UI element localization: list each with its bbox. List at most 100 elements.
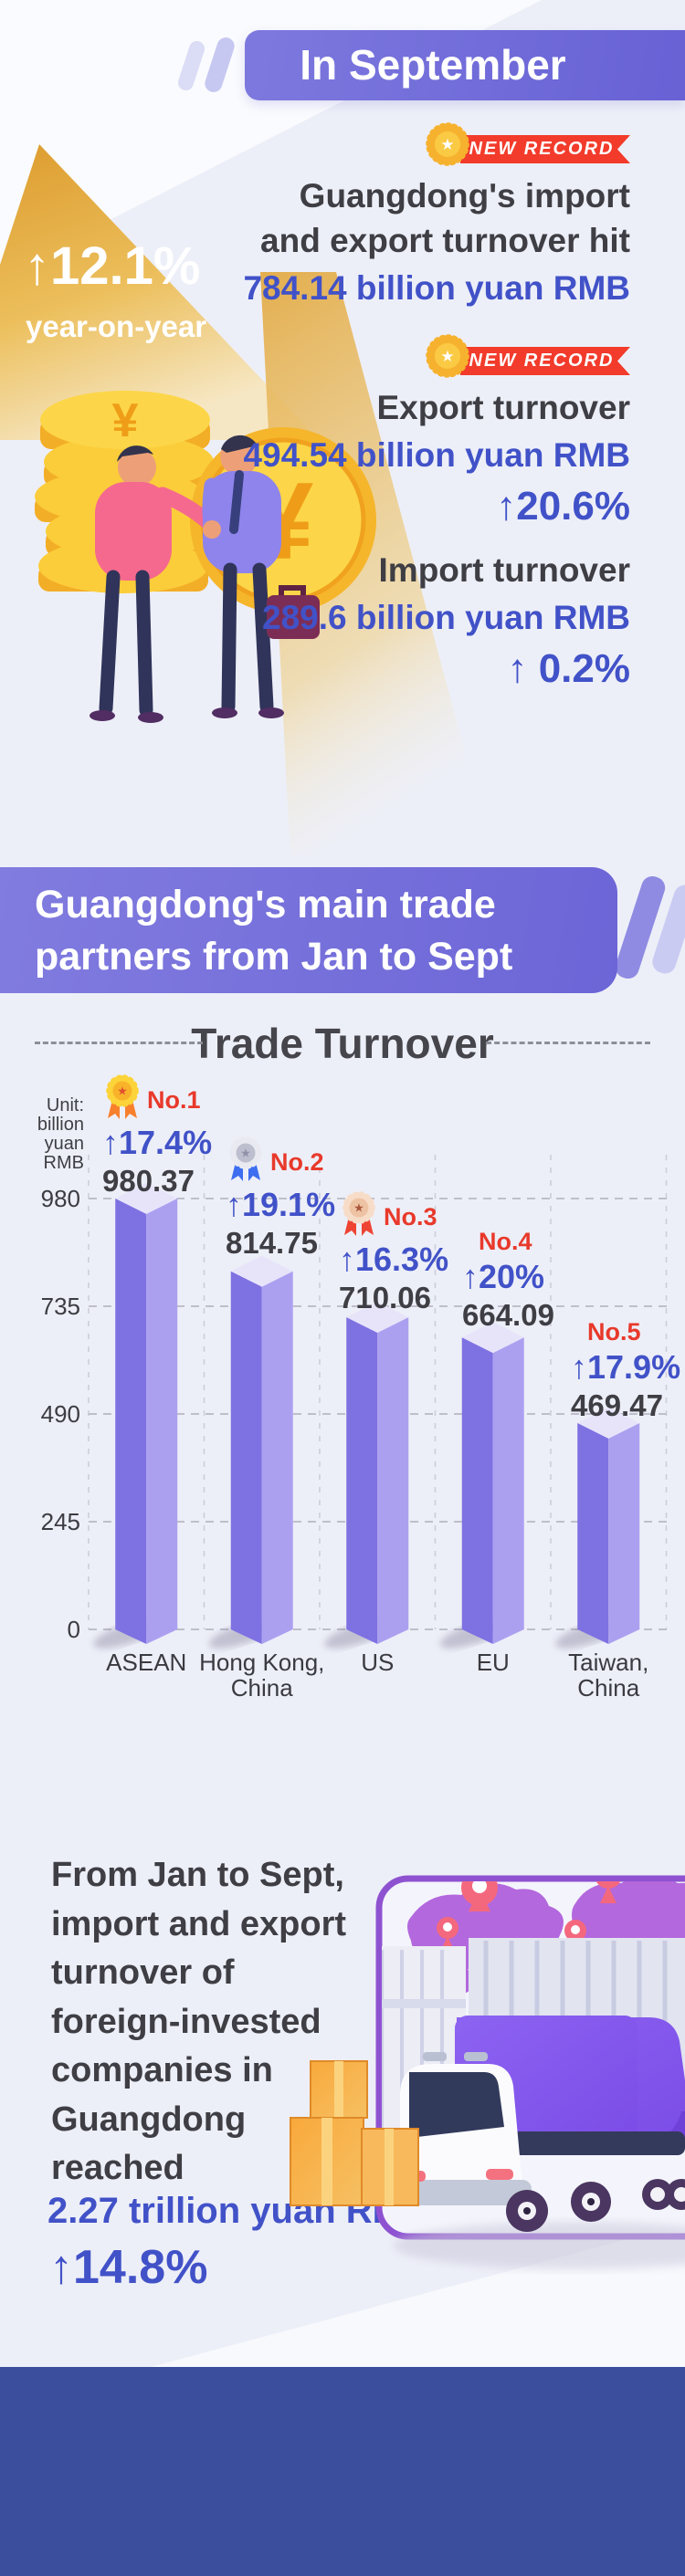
truck-shadow — [393, 2222, 685, 2269]
chart-title: Trade Turnover — [191, 1020, 494, 1067]
bar-annotation: No.4 ↑20% 664.09 — [462, 1228, 581, 1333]
record-percent: ↑ 0.2% — [507, 646, 630, 691]
record-import: Import turnover 289.6 billion yuan RMB ↑… — [262, 548, 630, 693]
gold-medal-icon: ★ — [106, 1074, 139, 1119]
gold-medal-icon: ★ — [422, 330, 473, 386]
record-export: Export turnover 494.54 billion yuan RMB … — [243, 385, 630, 530]
bar-top-face — [230, 1255, 293, 1287]
bar-top-face — [115, 1182, 178, 1214]
growth-percent: ↑20% — [462, 1258, 545, 1295]
y-tick-label: 0 — [68, 1616, 80, 1643]
hero-growth-label: year-on-year — [26, 309, 207, 343]
rank-row: No.4 — [462, 1228, 581, 1256]
record-value: 784.14 billion yuan RMB — [243, 269, 630, 307]
summary-percent: ↑14.8% — [49, 2241, 208, 2294]
badge-medal-icon: ★ — [426, 334, 469, 378]
footer: Guangdong Today Authors: Nan Editor: Oli… — [0, 2367, 685, 2576]
hero-growth-percent: ↑12.1% — [24, 236, 201, 296]
summary-text: From Jan to Sept, import and export turnov… — [51, 1851, 346, 2194]
bar-right-face — [146, 1198, 178, 1644]
rank-label: No.2 — [270, 1148, 324, 1176]
rank-label: No.1 — [147, 1086, 201, 1114]
section-title: Guangdong's main trade partners from Jan… — [0, 867, 617, 993]
bar-top-face — [461, 1322, 524, 1354]
bar-top-face — [346, 1302, 409, 1334]
cargo-boxes-icon — [290, 2060, 419, 2206]
logistics-truck-illustration — [290, 1875, 685, 2269]
svg-text:★: ★ — [353, 1201, 364, 1215]
bar-value: 814.75 — [226, 1225, 318, 1260]
bar-value: 469.47 — [571, 1387, 663, 1422]
record-text-line: and export turnover hit — [260, 222, 630, 259]
summary-text-line: From Jan to Sept, — [51, 1856, 344, 1894]
page-title: In September — [245, 30, 685, 100]
growth-percent: ↑16.3% — [339, 1241, 449, 1278]
rank-row: ★ No.1 — [102, 1071, 221, 1122]
title-dash-left — [35, 1042, 203, 1044]
unit-line: yuan — [44, 1134, 84, 1154]
bar-right-face — [377, 1317, 409, 1644]
svg-text:★: ★ — [440, 136, 454, 153]
record-value: 289.6 billion yuan RMB — [262, 599, 630, 636]
y-tick-label: 980 — [41, 1185, 80, 1212]
bar-annotation: ★ No.1 ↑17.4% 980.37 — [102, 1071, 221, 1199]
badge-medal-icon: ★ — [426, 122, 469, 166]
x-axis-category: Hong Kong, China — [199, 1649, 325, 1702]
unit-line: RMB — [43, 1153, 84, 1173]
bar-left-face — [115, 1198, 147, 1644]
growth-percent: ↑17.4% — [102, 1124, 213, 1161]
rank-label: No.3 — [384, 1203, 437, 1230]
x-axis-category: Taiwan, China — [568, 1649, 649, 1702]
bar-value: 710.06 — [339, 1280, 431, 1314]
y-tick-label: 490 — [41, 1400, 80, 1428]
unit-line: billion — [37, 1115, 84, 1135]
rank-label: No.4 — [479, 1228, 532, 1255]
bar-annotation: No.5 ↑17.9% 469.47 — [571, 1318, 685, 1423]
bar-left-face — [346, 1317, 378, 1644]
svg-text:★: ★ — [117, 1084, 128, 1098]
chart-unit-label: Unit: billion yuan RMB — [13, 1096, 84, 1173]
silver-medal-icon: ★ — [229, 1136, 262, 1181]
y-tick-label: 735 — [41, 1293, 80, 1320]
bar-annotation: ★ No.2 ↑19.1% 814.75 — [226, 1133, 344, 1261]
summary-text-line: Guangdong — [51, 2100, 247, 2139]
bar-right-face — [261, 1271, 293, 1644]
new-record-ribbon: NEW RECORD — [460, 135, 630, 163]
summary-text-line: foreign-invested — [51, 2002, 321, 2041]
bar-left-face — [230, 1271, 262, 1644]
svg-text:¥: ¥ — [112, 394, 139, 447]
bar-value: 664.09 — [462, 1297, 554, 1332]
record-text-line: Guangdong's import — [299, 177, 630, 215]
gold-medal-icon: ★ — [422, 119, 473, 174]
arrow-head — [0, 144, 311, 440]
record-text-line: Import turnover — [378, 551, 630, 589]
rank-row: No.5 — [571, 1318, 685, 1346]
record-import-export: Guangdong's import and export turnover h… — [243, 173, 630, 310]
bar-chart-canvas: 0 245 490 735 980 — [41, 1155, 668, 1649]
growth-percent: ↑17.9% — [571, 1348, 681, 1386]
section-title-line: partners from Jan to Sept — [35, 935, 513, 979]
bar-right-face — [608, 1422, 640, 1644]
growth-percent: ↑19.1% — [226, 1186, 336, 1223]
new-record-badge: NEW RECORD ★ — [426, 120, 627, 177]
x-axis-category: ASEAN — [106, 1649, 187, 1676]
arrow-beam — [260, 272, 493, 858]
bar-chart: 0 245 490 735 980 ★ No.1 ↑17.4% 980.37 ASEAN … — [41, 1071, 685, 1702]
y-tick-label: 245 — [41, 1508, 80, 1535]
gold-arrow-illustration: ¥ ¥ — [0, 144, 493, 858]
record-text-line: Export turnover — [376, 389, 630, 426]
bar-annotation: ★ No.3 ↑16.3% 710.06 — [339, 1188, 458, 1315]
summary-text-line: reached — [51, 2149, 184, 2187]
bronze-medal-icon: ★ — [342, 1191, 375, 1236]
handshake-people-illustration — [90, 435, 320, 723]
record-percent: ↑20.6% — [496, 484, 630, 529]
title-dash-right — [486, 1042, 650, 1044]
summary-text-line: turnover of — [51, 1953, 235, 1992]
unit-line: Unit: — [46, 1095, 84, 1115]
x-axis-category: EU — [476, 1649, 510, 1676]
svg-text:★: ★ — [440, 348, 454, 365]
bar-left-face — [461, 1337, 493, 1644]
summary-text-line: companies in — [51, 2051, 273, 2089]
bar-value: 980.37 — [102, 1163, 195, 1198]
